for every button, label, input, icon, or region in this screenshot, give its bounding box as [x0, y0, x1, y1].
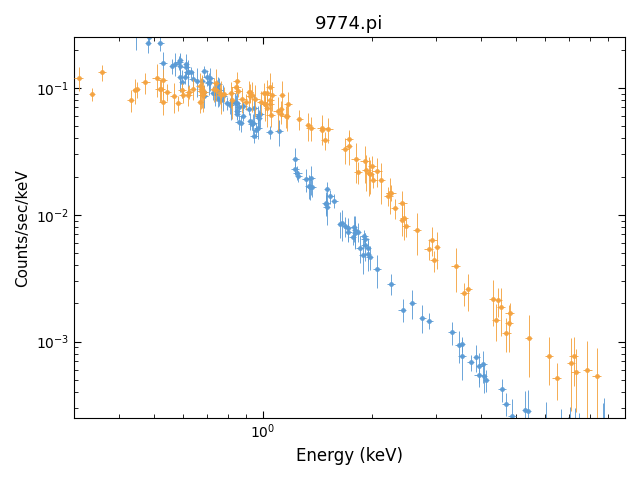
- Title: 9774.pi: 9774.pi: [315, 15, 383, 33]
- Y-axis label: Counts/sec/keV: Counts/sec/keV: [15, 169, 30, 287]
- X-axis label: Energy (keV): Energy (keV): [296, 447, 403, 465]
